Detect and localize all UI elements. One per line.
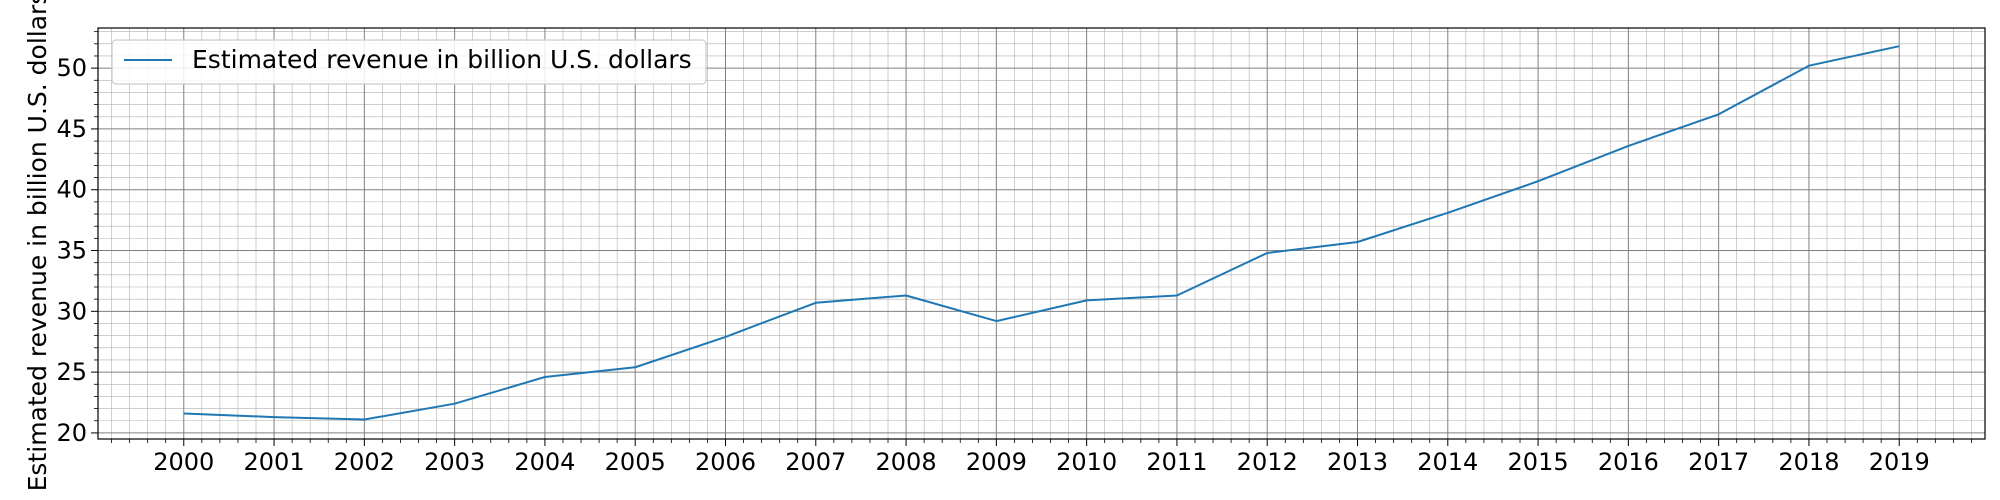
y-tick-label: 40	[56, 176, 87, 204]
x-tick-label: 2015	[1508, 448, 1569, 476]
y-tick-label: 25	[56, 358, 87, 386]
y-tick-label: 50	[56, 54, 87, 82]
legend: Estimated revenue in billion U.S. dollar…	[111, 39, 707, 85]
x-tick-label: 2016	[1598, 448, 1659, 476]
y-tick-label: 30	[56, 297, 87, 325]
x-tick-label: 2009	[966, 448, 1027, 476]
y-tick-label: 20	[56, 419, 87, 447]
x-tick-label: 2002	[334, 448, 395, 476]
plot-area	[183, 45, 1900, 421]
x-tick-label: 2017	[1688, 448, 1749, 476]
y-tick-label: 35	[56, 237, 87, 265]
x-tick-label: 2003	[424, 448, 485, 476]
x-tick-label: 2001	[244, 448, 305, 476]
y-axis-label: Estimated revenue in billion U.S. dollar…	[23, 0, 52, 491]
x-tick-label: 2007	[785, 448, 846, 476]
tick-labels: 2000 2001 2002 2003 2004 2005 2006 2007 2008 2009…	[56, 54, 1929, 476]
legend-box	[111, 39, 707, 85]
x-tick-label: 2010	[1056, 448, 1117, 476]
legend-label: Estimated revenue in billion U.S. dollar…	[192, 45, 692, 74]
series-line	[183, 45, 1900, 421]
x-tick-label: 2018	[1778, 448, 1839, 476]
x-tick-label: 2004	[514, 448, 575, 476]
x-tick-label: 2012	[1237, 448, 1298, 476]
x-tick-label: 2000	[153, 448, 214, 476]
y-tick-label: 45	[56, 115, 87, 143]
x-tick-label: 2014	[1417, 448, 1478, 476]
x-tick-label: 2005	[605, 448, 666, 476]
major-grid	[98, 28, 1985, 439]
x-tick-label: 2006	[695, 448, 756, 476]
x-tick-label: 2019	[1869, 448, 1930, 476]
x-tick-label: 2013	[1327, 448, 1388, 476]
axis-ticks	[91, 31, 1972, 446]
plot-frame	[97, 27, 1986, 440]
minor-grid	[98, 28, 1985, 439]
x-tick-label: 2008	[876, 448, 937, 476]
x-tick-label: 2011	[1146, 448, 1207, 476]
